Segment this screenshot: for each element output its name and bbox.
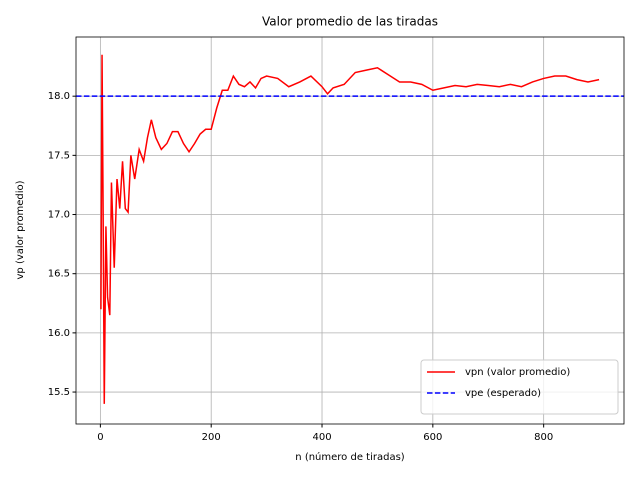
y-tick-label: 15.5 — [48, 387, 70, 398]
x-tick-label: 200 — [202, 432, 221, 443]
x-axis-label: n (número de tiradas) — [295, 451, 404, 463]
x-tick-label: 600 — [423, 432, 442, 443]
axes-frame — [75, 36, 625, 425]
y-tick-label: 17.5 — [48, 150, 70, 161]
legend-label: vpe (esperado) — [465, 388, 541, 399]
legend-box — [420, 359, 619, 415]
x-tick-label: 800 — [534, 432, 553, 443]
y-tick-label: 16.5 — [48, 269, 70, 280]
y-tick-label: 17.0 — [48, 210, 70, 221]
chart-title: Valor promedio de las tiradas — [262, 15, 438, 29]
legend-label: vpn (valor promedio) — [465, 367, 570, 378]
x-tick-label: 0 — [97, 432, 103, 443]
data-line — [100, 54, 600, 404]
y-axis-label: vp (valor promedio) — [15, 180, 26, 279]
y-tick-label: 18.0 — [48, 91, 70, 102]
x-tick-label: 400 — [312, 432, 331, 443]
y-tick-label: 16.0 — [48, 328, 70, 339]
